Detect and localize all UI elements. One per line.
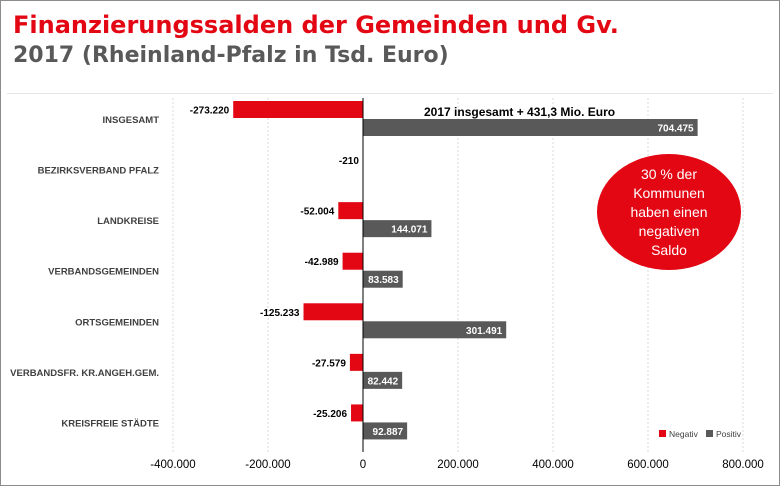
legend-label-positive: Positiv xyxy=(716,429,742,439)
bar-negative xyxy=(338,202,363,220)
chart-title: Finanzierungssalden der Gemeinden und Gv… xyxy=(13,11,619,39)
title-block: Finanzierungssalden der Gemeinden und Gv… xyxy=(13,9,619,71)
bar-label-negative: -27.579 xyxy=(312,358,346,369)
bar-negative xyxy=(342,252,363,270)
x-tick-label: 800.000 xyxy=(722,459,764,471)
bar-negative xyxy=(351,404,363,422)
x-tick-label: -200.000 xyxy=(245,459,290,471)
chart-subtitle: 2017 (Rheinland-Pfalz in Tsd. Euro) xyxy=(13,41,619,71)
x-tick-label: 0 xyxy=(360,459,366,471)
callout-ellipse xyxy=(597,154,741,270)
category-label: VERBANDSGEMEINDEN xyxy=(48,267,159,278)
bar-label-positive: 144.071 xyxy=(391,225,428,236)
category-label: KREISFREIE STÄDTE xyxy=(61,418,159,429)
category-label: INSGESAMT xyxy=(103,115,160,126)
x-tick-label: 600.000 xyxy=(627,459,669,471)
category-label: BEZIRKSVERBAND PFALZ xyxy=(38,166,160,177)
total-annotation: 2017 insgesamt + 431,3 Mio. Euro xyxy=(424,105,615,119)
bar-positive xyxy=(363,119,698,136)
bar-label-positive: 82.442 xyxy=(368,376,399,387)
bar-negative xyxy=(233,101,363,118)
callout-text: Saldo xyxy=(651,242,687,258)
bar-label-positive: 704.475 xyxy=(657,124,694,135)
bar-label-negative: -125.233 xyxy=(260,308,300,319)
bar-label-negative: -52.004 xyxy=(300,207,334,218)
category-label: LANDKREISE xyxy=(97,216,159,227)
bar-label-negative: -210 xyxy=(339,156,359,167)
bar-positive xyxy=(363,321,507,339)
legend-label-negative: Negativ xyxy=(669,429,699,439)
legend-swatch-negative xyxy=(659,430,666,437)
callout-text: negativen xyxy=(639,223,700,239)
bar-label-negative: -42.989 xyxy=(305,257,339,268)
subtitle-year: 2017 xyxy=(13,43,75,68)
bar-positive xyxy=(363,270,403,288)
callout-text: Kommunen xyxy=(633,185,705,201)
bar-label-negative: -273.220 xyxy=(190,106,230,117)
legend-swatch-positive xyxy=(706,430,713,437)
bar-positive xyxy=(363,220,432,238)
bar-positive xyxy=(363,371,403,389)
bar-chart: -400.000 -200.000 0 200.000 400.000 600.000 80… xyxy=(10,98,764,471)
category-label: VERBANDSFR. KR.ANGEH.GEM. xyxy=(10,368,159,379)
bar-label-positive: 301.491 xyxy=(466,326,503,337)
bar-label-negative: -25.206 xyxy=(313,409,347,420)
bar-label-positive: 83.583 xyxy=(368,275,399,286)
callout-text: 30 % der xyxy=(641,166,697,182)
x-tick-label: -400.000 xyxy=(150,459,195,471)
x-tick-label: 200.000 xyxy=(437,459,479,471)
bar-negative xyxy=(303,303,363,321)
callout-text: haben einen xyxy=(630,204,707,220)
subtitle-description: (Rheinland-Pfalz in Tsd. Euro) xyxy=(81,43,449,68)
category-label: ORTSGEMEINDEN xyxy=(75,317,159,328)
bar-label-positive: 92.887 xyxy=(373,427,404,438)
bar-negative xyxy=(349,353,363,371)
x-tick-label: 400.000 xyxy=(532,459,574,471)
bar-positive xyxy=(363,422,408,440)
plot-panel: -400.000 -200.000 0 200.000 400.000 600.000 80… xyxy=(7,93,773,482)
